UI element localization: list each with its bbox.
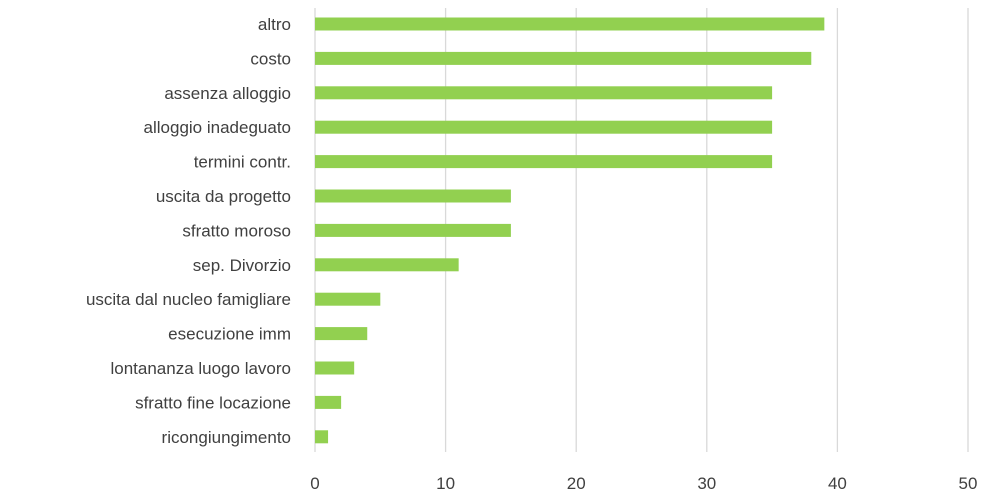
bar <box>315 155 773 169</box>
category-label: alloggio inadeguato <box>144 118 291 137</box>
bar <box>315 120 773 134</box>
bar <box>315 430 329 444</box>
bar <box>315 86 773 100</box>
x-tick-label: 20 <box>567 474 586 493</box>
category-label: esecuzione imm <box>168 325 291 344</box>
x-tick-label: 50 <box>959 474 978 493</box>
x-tick-label: 0 <box>310 474 319 493</box>
category-label: termini contr. <box>194 153 291 172</box>
bar <box>315 189 511 203</box>
category-label: lontananza luogo lavoro <box>110 359 291 378</box>
x-tick-label: 10 <box>436 474 455 493</box>
bar <box>315 223 511 237</box>
bar <box>315 51 812 65</box>
category-label: ricongiungimento <box>162 428 291 447</box>
category-label: sfratto fine locazione <box>135 393 291 412</box>
category-label: sep. Divorzio <box>193 256 291 275</box>
category-label: assenza alloggio <box>164 84 291 103</box>
gridlines <box>314 8 969 452</box>
bar <box>315 327 368 341</box>
bar <box>315 292 381 306</box>
x-tick-label: 30 <box>697 474 716 493</box>
category-label: sfratto moroso <box>182 221 291 240</box>
category-label: uscita dal nucleo famigliare <box>86 290 291 309</box>
x-axis-tick-labels: 0 10 20 30 40 50 <box>310 474 977 493</box>
category-label: altro <box>258 15 291 34</box>
bar <box>315 395 342 409</box>
category-labels: altro costo assenza alloggio alloggio inade… <box>86 15 291 447</box>
bar <box>315 258 459 272</box>
x-tick-label: 40 <box>828 474 847 493</box>
bar <box>315 17 825 31</box>
bars <box>315 17 825 444</box>
category-label: uscita da progetto <box>156 187 291 206</box>
category-label: costo <box>250 49 291 68</box>
bar <box>315 361 355 375</box>
